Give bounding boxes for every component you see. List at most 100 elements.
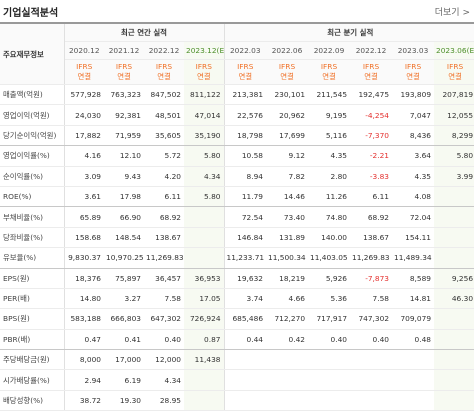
table-cell: 583,188 bbox=[64, 308, 104, 330]
table-cell bbox=[434, 329, 474, 351]
table-cell: 6.11 bbox=[144, 186, 184, 208]
table-cell: 3.74 bbox=[224, 288, 267, 310]
period-header: 2022.12 bbox=[144, 41, 184, 60]
financial-table: 주요재무정보 최근 연간 실적 최근 분기 실적 2020.12 2021.12 2022… bbox=[0, 22, 474, 411]
table-cell: 17,699 bbox=[266, 125, 309, 147]
table-cell: 35,190 bbox=[184, 125, 225, 147]
table-cell: 2.80 bbox=[308, 166, 351, 187]
consolidation-scope: 연결 bbox=[322, 72, 336, 81]
table-cell bbox=[434, 227, 474, 249]
table-row: BPS(원) 583,188 666,803 647,302 726,924 685,48… bbox=[0, 308, 474, 330]
table-cell: 12,055 bbox=[434, 104, 474, 126]
table-cell: 2.94 bbox=[64, 369, 104, 391]
table-cell: 230,101 bbox=[266, 84, 309, 106]
table-cell bbox=[392, 369, 435, 391]
table-cell bbox=[434, 186, 474, 208]
table-cell: 8,589 bbox=[392, 268, 435, 289]
table-cell: 3.09 bbox=[64, 166, 104, 187]
table-cell bbox=[224, 349, 267, 371]
table-cell: 8,299 bbox=[434, 125, 474, 147]
table-cell: 5.80 bbox=[434, 145, 474, 167]
table-cell bbox=[184, 390, 225, 411]
table-cell: 213,381 bbox=[224, 84, 267, 106]
table-cell bbox=[434, 369, 474, 391]
table-cell: 11,500.34 bbox=[266, 247, 309, 269]
table-cell: 22,576 bbox=[224, 104, 267, 126]
table-cell bbox=[392, 349, 435, 371]
row-label: ROE(%) bbox=[0, 186, 65, 208]
table-cell: 140.00 bbox=[308, 227, 351, 249]
table-cell: 4.66 bbox=[266, 288, 309, 310]
table-cell: 0.40 bbox=[144, 329, 184, 351]
accounting-standard: IFRS bbox=[237, 62, 254, 71]
table-cell: 4.34 bbox=[184, 166, 225, 187]
table-cell: 46.30 bbox=[434, 288, 474, 310]
table-cell: 0.47 bbox=[64, 329, 104, 351]
table-cell: 4.34 bbox=[144, 369, 184, 391]
table-cell: 207,819 bbox=[434, 84, 474, 106]
table-cell: 7.58 bbox=[350, 288, 393, 310]
table-cell bbox=[350, 369, 393, 391]
table-row: 부채비율(%) 65.89 66.90 68.92 72.54 73.40 74.80 68.… bbox=[0, 206, 474, 228]
table-row: 매출액(억원) 577,928 763,323 847,502 811,122 213,3… bbox=[0, 84, 474, 106]
table-cell: 726,924 bbox=[184, 308, 225, 330]
row-label: EPS(원) bbox=[0, 268, 65, 289]
table-cell: 11,438 bbox=[184, 349, 225, 371]
row-label: 부채비율(%) bbox=[0, 206, 65, 228]
table-cell: 192,475 bbox=[350, 84, 393, 106]
table-row: 당기순이익(억원) 17,882 71,959 35,605 35,190 18,798 1… bbox=[0, 125, 474, 147]
row-label: BPS(원) bbox=[0, 308, 65, 330]
row-label: PBR(배) bbox=[0, 329, 65, 351]
group-header: 최근 분기 실적 bbox=[224, 22, 474, 42]
table-cell: 10,970.25 bbox=[104, 247, 144, 269]
table-cell: 158.68 bbox=[64, 227, 104, 249]
table-cell: 0.42 bbox=[266, 329, 309, 351]
table-cell bbox=[224, 369, 267, 391]
table-row: 주당배당금(원) 8,000 17,000 12,000 11,438 bbox=[0, 349, 474, 371]
accounting-standard: IFRS bbox=[446, 62, 464, 71]
accounting-standard: IFRS bbox=[278, 62, 296, 71]
table-cell: 11.26 bbox=[308, 186, 351, 208]
table-row: 당좌비율(%) 158.68 148.54 138.67 146.84 131.89 140… bbox=[0, 227, 474, 249]
table-cell bbox=[184, 206, 225, 228]
table-cell: 7.58 bbox=[144, 288, 184, 310]
more-link[interactable]: 더보기 > bbox=[434, 8, 470, 18]
table-cell: 211,545 bbox=[308, 84, 351, 106]
table-cell: 68.92 bbox=[144, 206, 184, 228]
table-cell: 0.40 bbox=[350, 329, 393, 351]
standard-header: IFRS 연결 bbox=[350, 59, 393, 85]
table-cell: 7.82 bbox=[266, 166, 309, 187]
table-cell: 17.98 bbox=[104, 186, 144, 208]
row-label: 유보율(%) bbox=[0, 247, 65, 269]
table-cell: 6.19 bbox=[104, 369, 144, 391]
table-cell: 3.27 bbox=[104, 288, 144, 310]
table-cell: 0.44 bbox=[224, 329, 267, 351]
table-cell: 4.08 bbox=[392, 186, 435, 208]
table-cell: -7,873 bbox=[350, 268, 393, 289]
table-cell: 73.40 bbox=[266, 206, 309, 228]
table-cell bbox=[434, 349, 474, 371]
table-cell bbox=[308, 369, 351, 391]
table-cell bbox=[266, 349, 309, 371]
row-label: 시가배당률(%) bbox=[0, 369, 65, 391]
consolidation-scope: 연결 bbox=[117, 72, 131, 81]
standard-header: IFRS 연결 bbox=[104, 59, 144, 85]
row-label: 영업이익률(%) bbox=[0, 145, 65, 167]
table-cell: 131.89 bbox=[266, 227, 309, 249]
table-cell: -7,370 bbox=[350, 125, 393, 147]
table-cell: 17.05 bbox=[184, 288, 225, 310]
row-label: 순이익률(%) bbox=[0, 166, 65, 187]
table-cell: 75,897 bbox=[104, 268, 144, 289]
table-cell bbox=[434, 247, 474, 269]
table-cell: 24,030 bbox=[64, 104, 104, 126]
table-cell: 709,079 bbox=[392, 308, 435, 330]
accounting-standard: IFRS bbox=[362, 62, 380, 71]
row-label: 매출액(억원) bbox=[0, 84, 65, 106]
group-row: 주요재무정보 최근 연간 실적 최근 분기 실적 bbox=[0, 22, 474, 85]
consolidation-scope: 연결 bbox=[238, 72, 253, 81]
table-cell: 146.84 bbox=[224, 227, 267, 249]
table-cell: 74.80 bbox=[308, 206, 351, 228]
table-cell: 712,270 bbox=[266, 308, 309, 330]
table-row: 순이익률(%) 3.09 9.43 4.20 4.34 8.94 7.82 2.80 -3.83… bbox=[0, 166, 474, 187]
table-cell: 11,489.34 bbox=[392, 247, 435, 269]
